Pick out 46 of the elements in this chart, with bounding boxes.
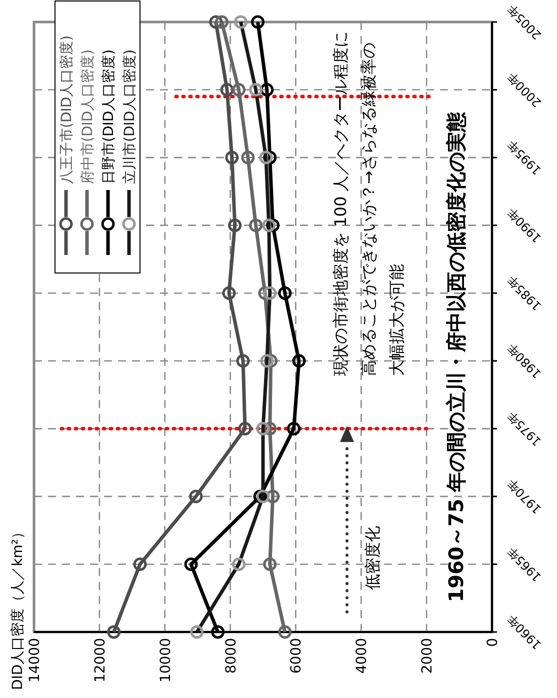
x-tick-label: 2000 xyxy=(420,638,436,674)
x-tick-label: 12000 xyxy=(92,638,108,683)
text: 立川市(DID人口密度) xyxy=(122,49,138,184)
text: 八王子市(DID人口密度) xyxy=(59,35,75,184)
point xyxy=(232,557,246,571)
annotation: 現状の市街地密度を 100 人／ヘクタール程度に高めることができないか？→さらなる緑被率の大幅拡大が可能 xyxy=(331,31,406,376)
x-tick-label: 10000 xyxy=(158,638,174,683)
point xyxy=(249,218,263,232)
x-tick-label: 8000 xyxy=(223,638,240,674)
annotation: 低密度化 xyxy=(363,526,382,590)
point xyxy=(234,15,248,29)
point xyxy=(211,625,225,639)
point xyxy=(278,625,292,639)
y-axis-title: DID人口密度（人／km²） xyxy=(10,524,26,690)
point xyxy=(292,354,306,368)
point xyxy=(107,625,121,639)
point xyxy=(238,422,252,436)
point xyxy=(190,625,204,639)
x-tick-label: 0 xyxy=(485,638,501,647)
text: 1960～75 年の間の立川・府中以西の低密度化の実態 xyxy=(444,110,468,602)
point xyxy=(251,15,265,29)
point xyxy=(215,15,229,29)
x-tick-label: 6000 xyxy=(288,638,305,674)
point xyxy=(262,218,276,232)
text: 日野市(DID人口密度) xyxy=(101,49,117,184)
point xyxy=(133,557,147,571)
point xyxy=(256,490,270,504)
x-tick-label: 14000 xyxy=(27,638,43,683)
point xyxy=(189,490,203,504)
point xyxy=(225,150,239,164)
point xyxy=(260,354,274,368)
point xyxy=(228,218,242,232)
point xyxy=(256,422,270,436)
point xyxy=(241,150,255,164)
point xyxy=(232,83,246,97)
point xyxy=(222,286,236,300)
point xyxy=(249,83,263,97)
point xyxy=(278,286,292,300)
text: 府中市(DID人口密度) xyxy=(80,49,96,184)
point xyxy=(287,422,300,436)
point xyxy=(263,557,277,571)
x-tick-label: 4000 xyxy=(354,638,370,674)
point xyxy=(236,354,250,368)
point xyxy=(263,286,277,300)
point xyxy=(184,557,198,571)
point xyxy=(259,150,273,164)
